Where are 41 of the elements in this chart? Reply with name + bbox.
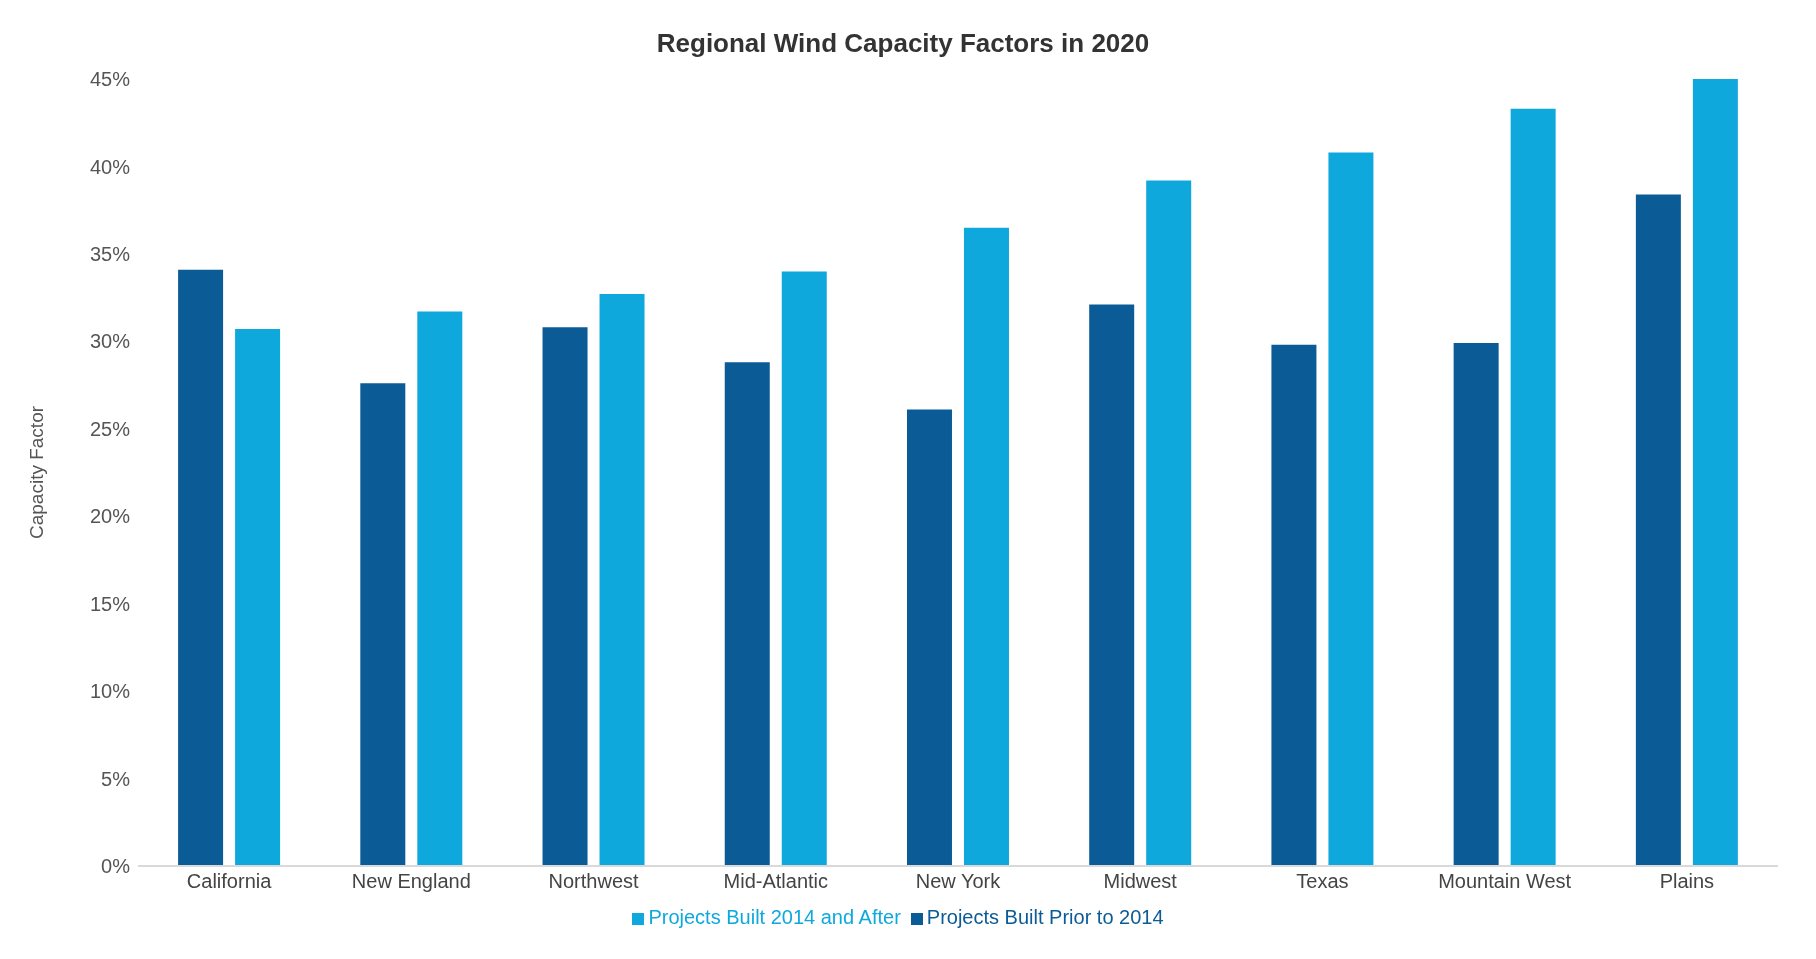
- bar: [360, 383, 406, 866]
- x-tick-label: Texas: [1296, 870, 1349, 893]
- y-tick-label: 10%: [89, 680, 131, 703]
- x-tick-label: Mid-Atlantic: [723, 870, 829, 893]
- bar: [906, 409, 952, 866]
- y-tick-label: 15%: [89, 592, 131, 615]
- x-tick-label: California: [186, 870, 273, 893]
- x-tick-label: New England: [351, 870, 471, 893]
- legend-label: Projects Built 2014 and After: [648, 906, 901, 928]
- bar: [781, 271, 827, 866]
- x-tick-label: Mountain West: [1438, 870, 1572, 893]
- bar: [1271, 344, 1317, 866]
- bar: [417, 311, 463, 866]
- bar: [235, 329, 281, 866]
- bar: [599, 294, 645, 866]
- y-tick-label: 30%: [89, 330, 131, 353]
- y-tick-label: 40%: [89, 155, 131, 178]
- bar: [1510, 108, 1556, 866]
- y-axis-title: Capacity Factor: [25, 405, 47, 540]
- bar: [1328, 152, 1374, 866]
- bar: [1692, 79, 1738, 866]
- bar: [1146, 180, 1192, 866]
- chart-title: Regional Wind Capacity Factors in 2020: [655, 27, 1151, 59]
- bar: [542, 327, 588, 866]
- bar: [1453, 343, 1499, 866]
- y-tick-label: 5%: [101, 767, 131, 790]
- bar: [178, 269, 224, 866]
- y-tick-label: 35%: [89, 242, 131, 265]
- x-tick-label: Northwest: [548, 870, 640, 893]
- y-tick-label: 45%: [89, 68, 131, 91]
- x-tick-label: Midwest: [1103, 870, 1178, 893]
- y-tick-label: 20%: [89, 505, 131, 528]
- bar: [1089, 304, 1135, 866]
- x-tick-label: New York: [915, 870, 1002, 893]
- bar: [963, 227, 1009, 866]
- bar: [724, 362, 770, 866]
- y-tick-label: 25%: [89, 417, 131, 440]
- bar: [1635, 194, 1681, 866]
- x-tick-label: Plains: [1659, 870, 1715, 893]
- legend-label: Projects Built Prior to 2014: [926, 906, 1164, 928]
- y-tick-label: 0%: [101, 855, 131, 878]
